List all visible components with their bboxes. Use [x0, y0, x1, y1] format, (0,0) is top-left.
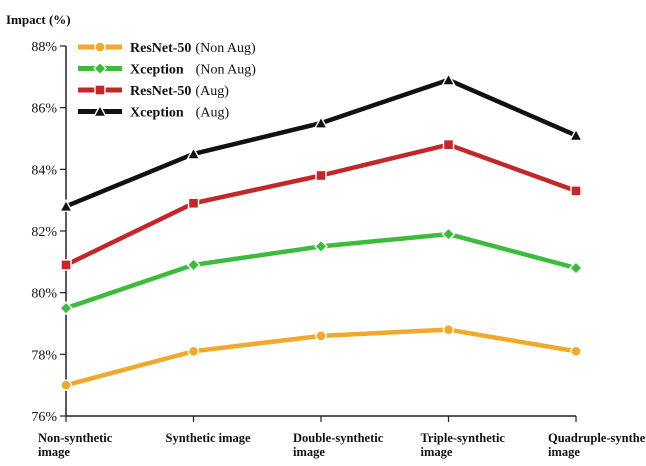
- data-point: [59, 301, 73, 316]
- x-tick-label: Synthetic image: [166, 431, 252, 445]
- legend-variant: (Non Aug): [195, 41, 256, 56]
- legend-variant: (Non Aug): [196, 63, 257, 78]
- y-tick-label: 86%: [31, 102, 57, 117]
- y-tick-label: 76%: [31, 410, 57, 425]
- data-point: [58, 198, 74, 213]
- x-tick-label-line: Double-synthetic: [293, 431, 384, 445]
- data-point: [60, 379, 72, 391]
- legend-label: ResNet-50 (Non Aug): [130, 41, 256, 56]
- data-point: [441, 227, 456, 242]
- x-tick-label-line: Quadruple-synthetic: [548, 431, 646, 445]
- x-tick-label-line: image: [421, 445, 453, 459]
- legend-item: Xception (Aug): [78, 104, 229, 121]
- legend-marker: [92, 104, 108, 118]
- data-point: [442, 323, 455, 336]
- data-point: [60, 259, 72, 271]
- series-2: [60, 138, 582, 271]
- x-tick-label: Triple-synthetic image: [421, 431, 506, 459]
- legend-model: Xception: [130, 63, 184, 78]
- legend-model: Xception: [130, 106, 184, 121]
- data-point: [187, 197, 200, 209]
- data-point: [315, 169, 327, 182]
- legend-variant: (Aug): [195, 84, 229, 99]
- data-point: [314, 239, 328, 254]
- series-3: [58, 72, 584, 213]
- data-point: [187, 345, 200, 357]
- legend-label: Xception (Aug): [130, 106, 229, 121]
- data-point: [570, 345, 582, 357]
- y-ticks: 76% 78% 80% 82% 84% 86% 88%: [31, 40, 66, 425]
- y-tick-label: 84%: [31, 163, 57, 178]
- x-tick-label-line: image: [38, 445, 70, 459]
- data-point: [315, 330, 327, 342]
- y-tick-label: 80%: [31, 287, 57, 302]
- x-tick-label: Non-synthetic image: [38, 431, 113, 459]
- y-tick-label: 82%: [31, 225, 57, 240]
- legend-marker: [94, 84, 106, 96]
- series-0: [60, 323, 582, 391]
- data-point: [442, 138, 455, 151]
- data-point: [186, 257, 201, 272]
- data-point: [570, 185, 582, 197]
- x-tick-label: Double-synthetic image: [293, 431, 384, 459]
- x-tick-label-line: image: [293, 445, 325, 459]
- legend-item: Xception (Non Aug): [78, 61, 256, 78]
- legend-item: ResNet-50 (Non Aug): [78, 41, 256, 56]
- y-tick-label: 88%: [31, 40, 57, 55]
- data-point: [569, 261, 583, 275]
- legend-variant: (Aug): [196, 106, 230, 121]
- x-tick-label-line: Synthetic image: [166, 431, 252, 445]
- x-tick-label-line: image: [548, 445, 580, 459]
- data-point: [441, 72, 456, 86]
- y-tick-label: 78%: [31, 348, 57, 363]
- x-tick-label-line: Triple-synthetic: [421, 431, 506, 445]
- x-tick-label-line: Non-synthetic: [38, 431, 113, 445]
- legend-label: Xception (Non Aug): [130, 63, 256, 78]
- data-point: [186, 146, 201, 160]
- legend-model: ResNet-50: [130, 84, 191, 99]
- legend-marker: [94, 41, 106, 53]
- legend: ResNet-50 (Non Aug)Xception (Non Aug)ResNe…: [78, 41, 256, 121]
- legend-label: ResNet-50 (Aug): [130, 84, 229, 99]
- series-group: [58, 72, 584, 391]
- legend-item: ResNet-50 (Aug): [78, 84, 229, 99]
- data-point: [568, 127, 584, 142]
- series-1: [59, 227, 583, 316]
- data-point: [313, 115, 329, 129]
- legend-model: ResNet-50: [130, 41, 191, 56]
- legend-marker: [93, 61, 107, 76]
- y-axis-label: Impact (%): [6, 12, 71, 27]
